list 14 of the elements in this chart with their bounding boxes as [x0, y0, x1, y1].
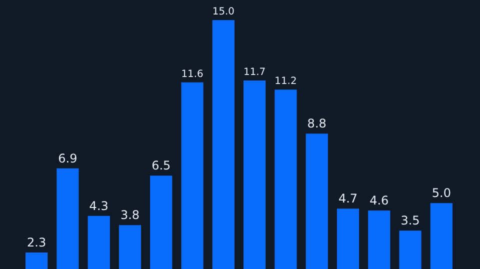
data-label: 11.6 [181, 68, 204, 80]
data-label: 3.5 [400, 214, 420, 228]
data-label: 11.7 [244, 67, 266, 78]
data-label: 4.3 [89, 198, 108, 213]
data-label: 5.0 [432, 186, 451, 200]
data-label: 2.3 [27, 236, 46, 250]
data-label: 15.0 [212, 6, 234, 18]
data-label: 3.8 [120, 208, 140, 222]
data-label: 4.7 [338, 192, 358, 206]
data-label: 8.8 [307, 116, 326, 131]
data-label: 4.6 [370, 193, 389, 208]
data-label: 6.5 [152, 158, 171, 173]
data-label: 6.9 [58, 151, 78, 166]
data-label: 11.2 [274, 76, 297, 88]
